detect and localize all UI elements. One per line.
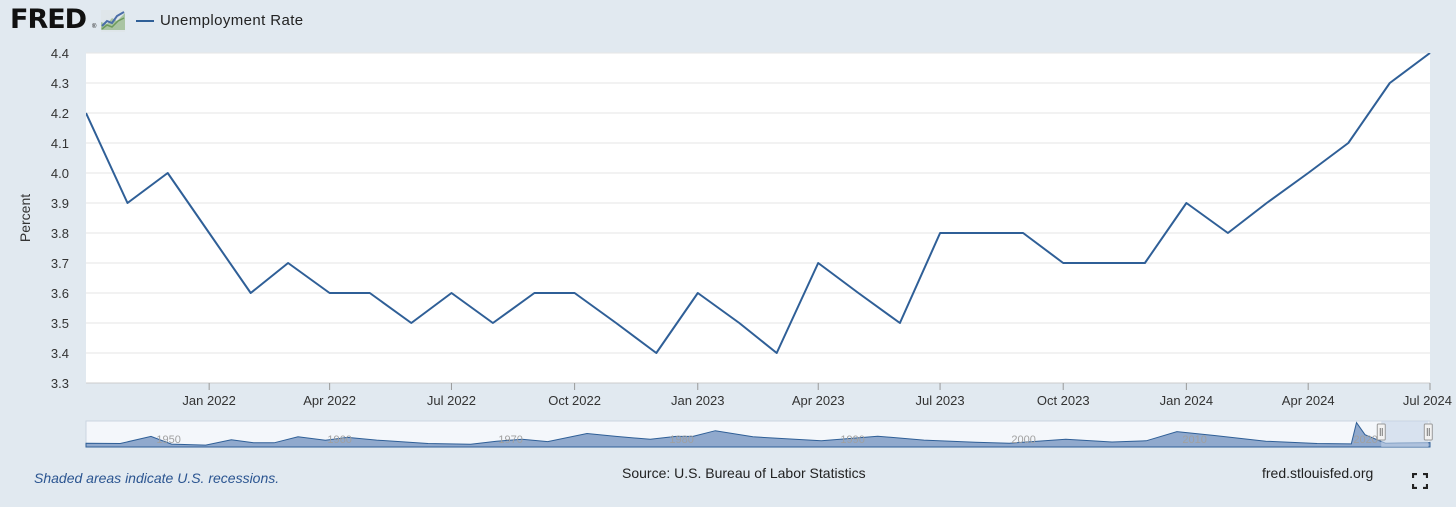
data-point[interactable] bbox=[613, 320, 619, 326]
x-tick-label: Oct 2022 bbox=[548, 393, 601, 408]
x-tick-label: Jan 2023 bbox=[671, 393, 725, 408]
data-point[interactable] bbox=[1142, 260, 1148, 266]
series-line[interactable] bbox=[86, 53, 1431, 354]
x-axis-ticks: Jan 2022 Apr 2022 Jul 2022 Oct 2022 Jan 2023… bbox=[86, 382, 1452, 408]
y-tick-label: 3.7 bbox=[51, 256, 69, 271]
y-tick-label: 3.5 bbox=[51, 316, 69, 331]
legend-series-swatch bbox=[136, 20, 154, 22]
x-tick-label: Apr 2022 bbox=[303, 393, 356, 408]
x-tick-label: Jul 2023 bbox=[915, 393, 964, 408]
data-point[interactable] bbox=[531, 290, 537, 296]
y-tick-label: 4.1 bbox=[51, 136, 69, 151]
navigator-year-label: 2020 bbox=[1353, 434, 1377, 446]
x-tick-label: Jul 2022 bbox=[427, 393, 476, 408]
data-point[interactable] bbox=[1020, 230, 1026, 236]
navigator-year-label: 1960 bbox=[327, 434, 351, 446]
data-point[interactable] bbox=[572, 290, 578, 296]
navigator-year-label: 2000 bbox=[1011, 434, 1035, 446]
x-tick-label: Jan 2024 bbox=[1160, 393, 1214, 408]
x-tick-label: Oct 2023 bbox=[1037, 393, 1090, 408]
navigator-selection[interactable] bbox=[1381, 421, 1429, 447]
navigator-year-label: 1990 bbox=[840, 434, 864, 446]
data-point[interactable] bbox=[448, 290, 454, 296]
x-tick-label: Jan 2022 bbox=[182, 393, 236, 408]
series-lines bbox=[83, 50, 1433, 356]
data-point[interactable] bbox=[327, 290, 333, 296]
fullscreen-icon[interactable] bbox=[1412, 473, 1428, 489]
data-point[interactable] bbox=[1387, 80, 1393, 86]
data-point[interactable] bbox=[1305, 170, 1311, 176]
data-point[interactable] bbox=[937, 230, 943, 236]
data-point[interactable] bbox=[1102, 260, 1108, 266]
data-point[interactable] bbox=[1264, 200, 1270, 206]
source-credit: Source: U.S. Bureau of Labor Statistics bbox=[622, 465, 866, 481]
navigator-series-area bbox=[85, 421, 1431, 448]
data-point[interactable] bbox=[124, 200, 130, 206]
navigator-year-label: 2010 bbox=[1182, 434, 1206, 446]
y-tick-label: 3.8 bbox=[51, 226, 69, 241]
navigator-handle-right[interactable] bbox=[1423, 423, 1433, 441]
data-point[interactable] bbox=[1345, 140, 1351, 146]
y-tick-label: 4.2 bbox=[51, 106, 69, 121]
y-tick-label: 3.9 bbox=[51, 196, 69, 211]
data-point[interactable] bbox=[774, 350, 780, 356]
y-tick-label: 3.6 bbox=[51, 286, 69, 301]
site-url[interactable]: fred.stlouisfed.org bbox=[1262, 465, 1374, 481]
data-point[interactable] bbox=[206, 230, 212, 236]
y-tick-label: 3.3 bbox=[51, 376, 69, 391]
navigator-year-label: 1950 bbox=[156, 434, 180, 446]
navigator-year-label: 1980 bbox=[669, 434, 693, 446]
plot-area bbox=[86, 53, 1430, 383]
data-point[interactable] bbox=[897, 320, 903, 326]
fred-graph-icon bbox=[101, 10, 125, 32]
data-point[interactable] bbox=[408, 320, 414, 326]
data-point[interactable] bbox=[653, 350, 659, 356]
range-navigator[interactable]: 1950 1960 1970 1980 1990 2000 2010 2020 bbox=[85, 420, 1433, 448]
data-point[interactable] bbox=[979, 230, 985, 236]
navigator-year-label: 1970 bbox=[498, 434, 522, 446]
data-point[interactable] bbox=[695, 290, 701, 296]
x-tick-label: Apr 2023 bbox=[792, 393, 845, 408]
fred-logo[interactable]: FRED bbox=[10, 4, 87, 35]
data-point[interactable] bbox=[1183, 200, 1189, 206]
x-tick-label: Apr 2024 bbox=[1282, 393, 1335, 408]
y-axis-ticks: 3.3 3.4 3.5 3.6 3.7 3.8 3.9 4.0 4.1 4.2 4.3 4.4 bbox=[51, 46, 69, 391]
data-point[interactable] bbox=[285, 260, 291, 266]
recession-note: Shaded areas indicate U.S. recessions. bbox=[34, 470, 280, 486]
navigator-handle-left[interactable] bbox=[1376, 423, 1386, 441]
data-point[interactable] bbox=[1427, 50, 1433, 56]
data-point[interactable] bbox=[248, 290, 254, 296]
y-tick-label: 3.4 bbox=[51, 346, 69, 361]
y-tick-label: 4.3 bbox=[51, 76, 69, 91]
data-point[interactable] bbox=[490, 320, 496, 326]
data-point[interactable] bbox=[815, 260, 821, 266]
x-tick-label: Jul 2024 bbox=[1403, 393, 1452, 408]
legend-series-label[interactable]: Unemployment Rate bbox=[160, 12, 304, 29]
y-tick-label: 4.4 bbox=[51, 46, 69, 61]
data-point[interactable] bbox=[736, 320, 742, 326]
data-point[interactable] bbox=[1225, 230, 1231, 236]
y-axis-label: Percent bbox=[17, 194, 33, 242]
y-tick-label: 4.0 bbox=[51, 166, 69, 181]
data-point[interactable] bbox=[1060, 260, 1066, 266]
data-point[interactable] bbox=[165, 170, 171, 176]
data-point[interactable] bbox=[83, 110, 89, 116]
chart-header: FRED ® Unemployment Rate bbox=[0, 0, 1456, 40]
logo-registered-mark: ® bbox=[92, 24, 97, 30]
data-point[interactable] bbox=[855, 290, 861, 296]
data-point[interactable] bbox=[367, 290, 373, 296]
